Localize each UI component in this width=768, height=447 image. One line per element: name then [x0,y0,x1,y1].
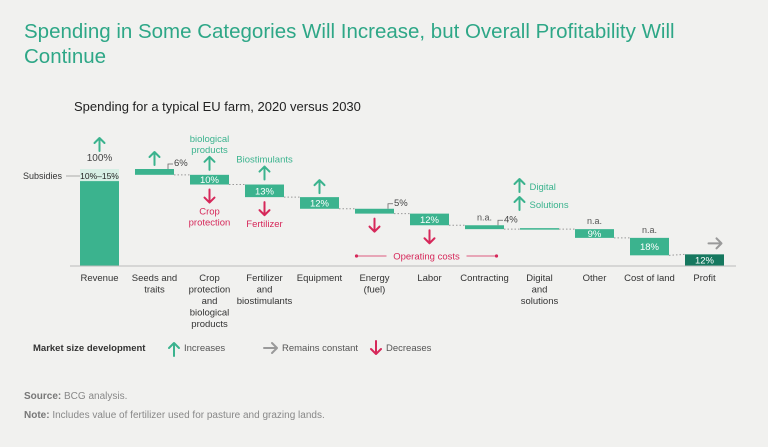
category-label: and [257,285,273,296]
category-label: Digital [526,273,552,284]
category-label: Seeds and [132,273,177,284]
bar-other [575,229,614,238]
category-label: Cost of land [624,273,675,284]
trend-label: products [191,145,228,156]
category-label: Other [583,273,607,284]
increase-arrow-icon [203,155,216,171]
source-note: Source: BCG analysis. [24,391,127,402]
note-text: Includes value of fertilizer used for pa… [52,410,325,421]
category-label: products [191,319,228,330]
increase-arrow-icon [93,137,106,152]
constant-arrow-icon [263,342,278,354]
connector-line [668,253,686,256]
trend-label: Biostimulants [236,155,293,166]
category-label: Contracting [460,273,509,284]
increase-arrow-icon [513,196,526,211]
market-size-note: n.a. [587,216,602,226]
category-label: Fertilizer [246,273,282,284]
category-label: solutions [521,296,559,307]
trend-label: protection [189,218,231,229]
category-label: Profit [693,273,716,284]
value-label: 9% [588,229,602,240]
category-label: biostimulants [237,296,293,307]
value-label-leader [497,219,503,226]
source-label: Source: [24,391,62,402]
page-title: Spending in Some Categories Will Increas… [24,20,675,68]
source-text: BCG analysis. [64,391,128,402]
bar-energy-fuel [355,208,394,214]
group-annotation: Operating costs [393,252,460,263]
category-label: and [202,296,218,307]
bar-crop-protection-and-biological-products [190,174,229,185]
trend-label: Crop [199,207,220,218]
increase-arrow-icon [513,178,526,193]
bar-digital-and-solutions [520,228,559,230]
value-label: 5% [394,198,408,209]
value-label: 6% [174,158,188,169]
category-label: Crop [199,273,220,284]
decrease-arrow-icon [258,201,271,217]
bar-equipment [300,197,339,209]
decrease-arrow-icon [203,188,216,204]
footnote: Note: Includes value of fertilizer used … [24,410,325,421]
bar-revenue [80,169,119,266]
increase-arrow-icon [258,165,271,181]
bar-cost-of-land [630,237,669,256]
category-label: traits [144,285,165,296]
decrease-arrow-icon [370,340,382,355]
value-label: 13% [255,186,275,197]
trend-label: biological [190,134,230,145]
market-size-note: n.a. [642,225,657,235]
subsidies-label: Subsidies [23,171,63,181]
bar-contracting [465,225,504,230]
legend-label: Remains constant [282,343,358,354]
subsidies-value-label: 10%–15% [80,171,119,181]
subsidies-band [80,169,119,182]
bar-fertilizer-and-biostimulants [245,184,284,198]
increase-arrow-icon [313,179,326,195]
category-label: Energy [359,273,389,284]
value-label: 10% [200,175,220,186]
category-label: protection [189,285,231,296]
category-label: (fuel) [364,285,386,296]
increase-arrow-icon [148,151,161,166]
category-label: Equipment [297,273,343,284]
bar-seeds-and-traits [135,169,174,175]
category-label: biological [190,308,230,319]
legend-label: Decreases [386,343,432,354]
decrease-arrow-icon [368,217,381,233]
market-size-note: n.a. [477,212,492,222]
bar-labor [410,213,449,226]
category-label: Revenue [80,273,118,284]
increase-arrow-icon [168,342,180,357]
value-label: 18% [640,242,660,253]
legend-label: Increases [184,343,225,354]
value-label-leader [167,163,173,169]
value-label: 12% [695,256,715,267]
bar-profit [685,254,724,266]
trend-label: Solutions [530,200,569,211]
chart-subtitle: Spending for a typical EU farm, 2020 ver… [74,99,361,114]
category-label: and [532,285,548,296]
trend-label: Digital [530,182,556,193]
value-label-leader [387,203,393,209]
value-label: 100% [87,153,113,164]
note-label: Note: [24,410,50,421]
constant-arrow-icon [707,237,723,250]
legend-title: Market size development [33,343,146,354]
value-label: 12% [310,198,330,209]
value-label: 12% [420,215,440,226]
trend-label: Fertilizer [246,219,282,230]
value-label: 4% [504,214,518,225]
decrease-arrow-icon [423,229,436,245]
category-label: Labor [417,273,441,284]
